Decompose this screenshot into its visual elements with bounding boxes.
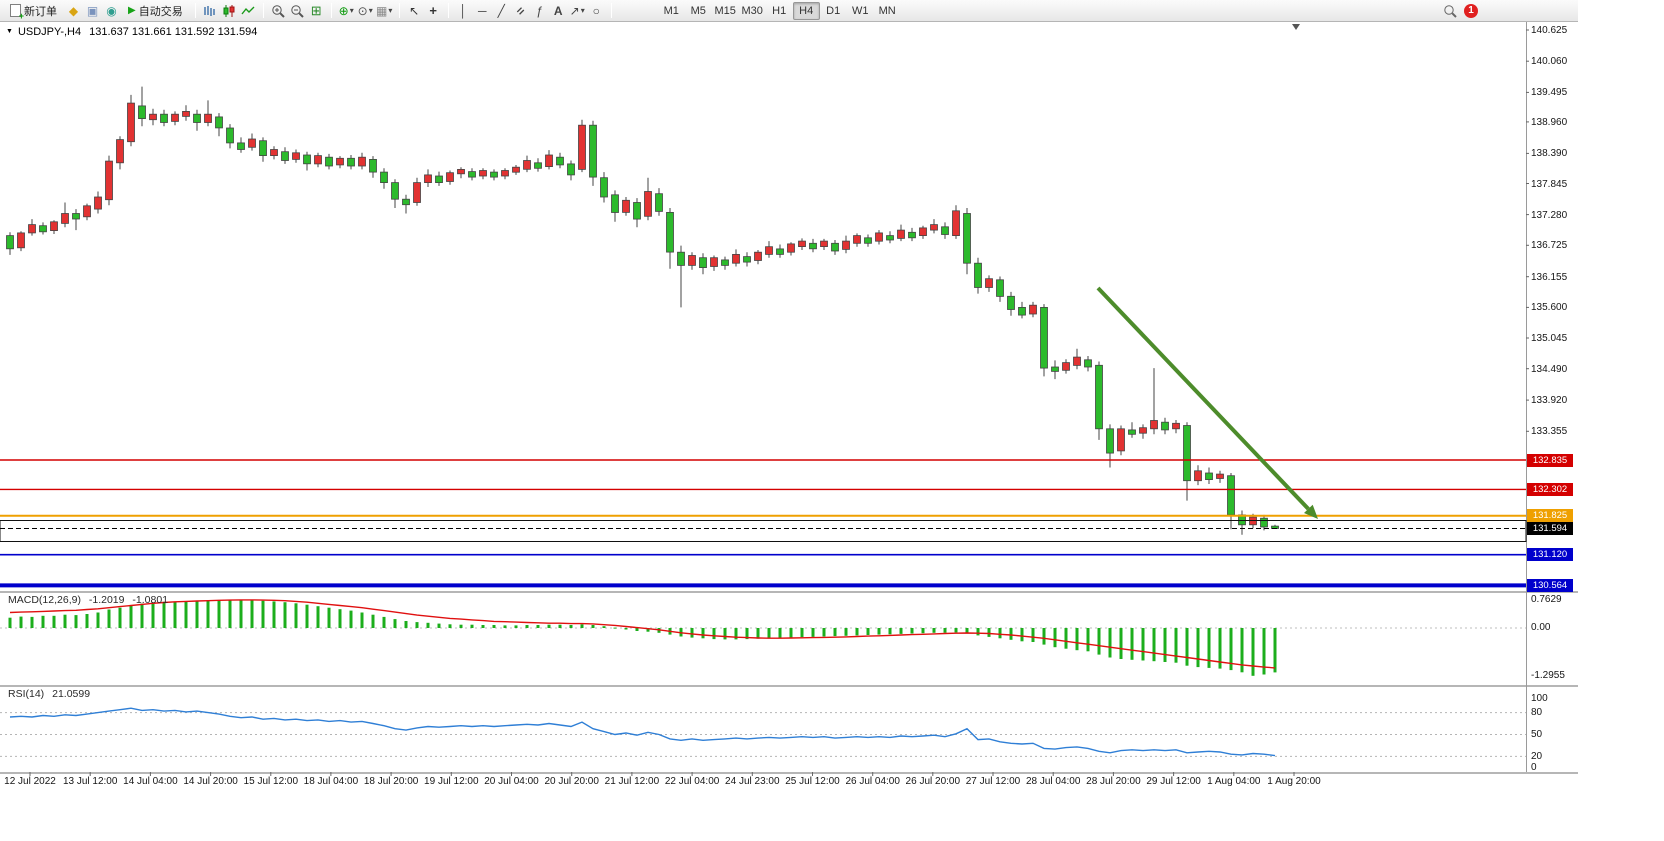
- macd-axis-max: 0.7629: [1531, 594, 1562, 605]
- notification-badge[interactable]: 1: [1464, 3, 1478, 18]
- timeframe-w1-button[interactable]: W1: [851, 4, 869, 17]
- timeframe-m15-button[interactable]: M15: [714, 4, 736, 17]
- macd-axis-zero: 0.00: [1531, 622, 1551, 633]
- search-icon[interactable]: [1441, 1, 1458, 20]
- market-watch-icon[interactable]: ◉: [106, 3, 117, 18]
- candlestick-chart-icon[interactable]: [221, 1, 238, 20]
- price-axis-border: [1526, 22, 1527, 772]
- new-order-icon: [10, 4, 24, 21]
- templates-icon[interactable]: ▦ ▾: [376, 3, 393, 18]
- crosshair-icon[interactable]: +: [429, 3, 437, 18]
- rsi-axis-50: 50: [1531, 729, 1543, 740]
- timeframe-d1-button[interactable]: D1: [826, 4, 841, 17]
- toolbar-separator: [330, 3, 332, 18]
- timeframe-m1-button[interactable]: M1: [663, 4, 679, 17]
- macd-name: MACD(12,26,9): [8, 594, 81, 606]
- toolbar-separator: [398, 3, 400, 18]
- new-order-button[interactable]: 新订单: [4, 1, 63, 21]
- rsi-name: RSI(14): [8, 688, 45, 700]
- rsi-panel[interactable]: [0, 687, 1578, 772]
- rsi-axis-80: 80: [1531, 707, 1543, 718]
- chart-wizard-icon[interactable]: ◆: [68, 3, 79, 18]
- macd-panel[interactable]: [0, 593, 1578, 685]
- main-toolbar: 新订单 ◆ ▣ ◉ ▶ 自动交易 ⊞ ⊕▾ ⊙▾ ▦▾ ↖ + │ ─ ╱ = …: [0, 0, 1578, 22]
- line-chart-icon[interactable]: [240, 1, 257, 20]
- timeframe-mn-button[interactable]: MN: [878, 4, 896, 17]
- timeframe-m30-button[interactable]: M30: [741, 4, 763, 17]
- panel-divider[interactable]: [0, 772, 1578, 774]
- toolbar-separator: [194, 3, 196, 18]
- rsi-value: 21.0599: [52, 688, 91, 700]
- cursor-icon[interactable]: ↖: [409, 3, 420, 18]
- panel-divider[interactable]: [0, 591, 1578, 593]
- data-window-icon[interactable]: ▣: [86, 3, 99, 18]
- toolbar-separator: [447, 3, 449, 18]
- autotrading-button[interactable]: ▶ 自动交易: [122, 1, 189, 20]
- rsi-axis-0: 0: [1531, 762, 1537, 773]
- chart-shift-marker[interactable]: [1292, 24, 1300, 30]
- new-order-label: 新订单: [24, 5, 57, 18]
- toolbar-right-group: 1: [1441, 1, 1478, 20]
- zoom-out-icon[interactable]: [289, 1, 306, 20]
- macd-signal-value: -1.0801: [132, 594, 169, 606]
- panel-divider[interactable]: [0, 685, 1578, 687]
- periods-icon[interactable]: ⊙ ▾: [357, 3, 373, 18]
- indicators-icon[interactable]: ⊕ ▾: [338, 3, 354, 18]
- rsi-axis-100: 100: [1531, 693, 1548, 704]
- timeframe-group: M1 M5 M15 M30 H1 H4 D1 W1 MN: [658, 1, 901, 20]
- macd-axis-min: -1.2955: [1531, 670, 1565, 681]
- autotrading-play-icon: ▶: [128, 5, 136, 16]
- channel-icon[interactable]: =: [512, 3, 528, 18]
- time-axis-panel: [0, 774, 1578, 794]
- fibonacci-icon[interactable]: ƒ: [535, 3, 543, 18]
- tile-windows-icon[interactable]: ⊞: [310, 3, 322, 18]
- autotrading-label: 自动交易: [138, 5, 183, 18]
- macd-label: MACD(12,26,9) -1.2019 -1.0801: [8, 594, 173, 606]
- timeframe-h4-button[interactable]: H4: [792, 1, 820, 20]
- one-click-trading-toggle[interactable]: ▼: [6, 28, 13, 35]
- ohlc-values: 131.637 131.661 131.592 131.594: [89, 26, 258, 38]
- macd-main-value: -1.2019: [88, 594, 125, 606]
- zoom-in-icon[interactable]: [270, 1, 287, 20]
- timeframe-m5-button[interactable]: M5: [690, 4, 706, 17]
- shapes-icon[interactable]: ○: [592, 3, 600, 18]
- vertical-line-icon[interactable]: │: [459, 3, 467, 18]
- bar-chart-icon[interactable]: [202, 1, 219, 20]
- horizontal-line-icon[interactable]: ─: [477, 3, 487, 18]
- chart-title: ▼ USDJPY-,H4 131.637 131.661 131.592 131.5…: [6, 26, 257, 38]
- symbol-period-label: USDJPY-,H4: [17, 26, 82, 38]
- toolbar-separator: [262, 3, 264, 18]
- timeframe-h1-button[interactable]: H1: [772, 4, 787, 17]
- text-label-icon[interactable]: A: [553, 3, 563, 18]
- toolbar-separator: [610, 3, 612, 18]
- arrows-icon[interactable]: ↗ ▾: [569, 3, 585, 18]
- rsi-label: RSI(14) 21.0599: [8, 688, 95, 700]
- price-chart-panel[interactable]: [0, 22, 1578, 591]
- rsi-axis-20: 20: [1531, 751, 1543, 762]
- trendline-icon[interactable]: ╱: [497, 3, 505, 18]
